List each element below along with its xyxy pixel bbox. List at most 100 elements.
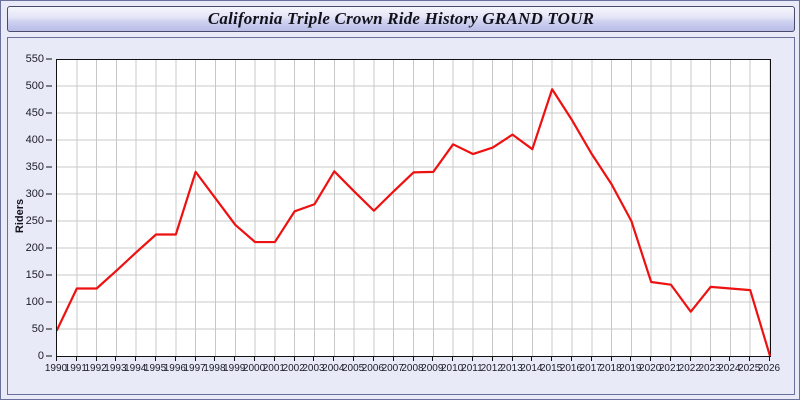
x-tick-mark <box>531 356 533 361</box>
y-tick-label: 550 <box>25 53 44 65</box>
y-tick-label: 0 <box>37 350 44 362</box>
x-tick-label: 2005 <box>341 363 365 374</box>
page-title: California Triple Crown Ride History GRA… <box>207 9 595 28</box>
chart-frame: Riders 0 50 100 150 200 250 300 350 400 450 500 550… <box>7 37 795 395</box>
y-tick-mark <box>46 58 52 60</box>
x-tick-label: 2013 <box>500 363 523 374</box>
x-tick-label: 2010 <box>440 363 464 374</box>
x-tick-label: 2003 <box>302 363 325 374</box>
y-tick-mark <box>46 166 52 168</box>
x-tick-mark <box>570 356 572 361</box>
x-tick-mark <box>491 356 493 361</box>
x-axis: 1990 1991 1992 1993 1994 1995 1996 1997 1998 1999… <box>45 356 780 392</box>
title-bar: California Triple Crown Ride History GRA… <box>7 6 795 32</box>
y-tick-mark <box>46 355 52 357</box>
x-tick-label: 1996 <box>163 363 186 374</box>
y-tick-mark <box>46 247 52 249</box>
y-tick-mark <box>46 139 52 141</box>
x-tick-label: 2022 <box>678 363 701 374</box>
x-tick-label: 1992 <box>84 363 107 374</box>
x-tick-mark <box>412 356 414 361</box>
y-tick-mark <box>46 85 52 87</box>
x-tick-label: 1997 <box>183 363 206 374</box>
x-tick-mark <box>590 356 592 361</box>
x-tick-label: 2024 <box>718 363 741 374</box>
x-tick-mark <box>194 356 196 361</box>
gridlines <box>57 59 771 356</box>
riders-line-series <box>57 88 771 356</box>
x-tick-mark <box>353 356 355 361</box>
x-tick-mark <box>729 356 731 361</box>
x-tick-label: 2008 <box>401 363 424 374</box>
x-tick-mark <box>630 356 632 361</box>
x-tick-label: 1991 <box>64 363 87 374</box>
x-tick-mark <box>254 356 256 361</box>
x-tick-label: 2025 <box>738 363 761 374</box>
y-tick-label: 300 <box>25 188 44 200</box>
x-tick-label: 2015 <box>540 363 563 374</box>
x-tick-mark <box>214 356 216 361</box>
y-axis: 0 50 100 150 200 250 300 350 400 450 500 550 <box>8 53 52 362</box>
x-tick-mark <box>313 356 315 361</box>
x-tick-mark <box>452 356 454 361</box>
x-tick-mark <box>769 356 770 361</box>
x-tick-mark <box>293 356 295 361</box>
x-tick-label: 2014 <box>520 363 543 374</box>
x-tick-mark <box>392 356 394 361</box>
x-tick-label: 1995 <box>143 363 167 374</box>
x-tick-label: 2011 <box>461 363 483 374</box>
y-tick-label: 50 <box>31 323 44 335</box>
x-tick-mark <box>155 356 157 361</box>
x-tick-mark <box>95 356 97 361</box>
x-tick-mark <box>115 356 117 361</box>
x-tick-label: 2016 <box>559 363 583 374</box>
x-tick-label: 1994 <box>124 363 147 374</box>
x-tick-mark <box>234 356 236 361</box>
x-tick-mark <box>610 356 612 361</box>
x-tick-label: 2017 <box>579 363 602 374</box>
x-tick-label: 2004 <box>322 363 345 374</box>
x-tick-label: 1990 <box>44 363 68 374</box>
x-tick-mark <box>135 356 137 361</box>
x-tick-mark <box>75 356 77 361</box>
x-tick-mark <box>273 356 275 361</box>
x-tick-mark <box>689 356 691 361</box>
x-tick-label: 2002 <box>282 363 305 374</box>
y-tick-mark <box>46 193 52 195</box>
x-tick-label: 2006 <box>361 363 384 374</box>
y-tick-label: 250 <box>25 215 44 227</box>
x-tick-label: 2000 <box>242 363 266 374</box>
x-tick-label: 1998 <box>203 363 226 374</box>
x-tick-label: 2007 <box>381 363 404 374</box>
x-tick-mark <box>551 356 553 361</box>
y-tick-label: 450 <box>25 107 44 119</box>
x-tick-mark <box>709 356 711 361</box>
y-tick-label: 150 <box>25 269 44 281</box>
x-tick-label: 2012 <box>480 363 503 374</box>
y-tick-label: 200 <box>25 242 44 254</box>
x-tick-label: 2021 <box>658 363 682 374</box>
y-tick-label: 350 <box>25 161 44 173</box>
y-tick-mark <box>46 301 52 303</box>
x-tick-mark <box>333 356 335 361</box>
y-tick-mark <box>46 328 52 330</box>
y-tick-mark <box>46 112 52 114</box>
x-tick-label: 2009 <box>421 363 444 374</box>
x-tick-mark <box>174 356 176 361</box>
x-tick-mark <box>432 356 434 361</box>
x-tick-mark <box>471 356 473 361</box>
y-tick-mark <box>46 274 52 276</box>
x-tick-mark <box>650 356 652 361</box>
x-tick-mark <box>669 356 671 361</box>
x-tick-label: 2020 <box>639 363 662 374</box>
x-tick-label: 2019 <box>619 363 642 374</box>
y-tick-label: 400 <box>25 134 44 146</box>
y-tick-label: 100 <box>25 296 44 308</box>
x-tick-label: 2023 <box>698 363 721 374</box>
x-tick-mark <box>749 356 751 361</box>
x-tick-label: 2001 <box>262 363 285 374</box>
y-tick-mark <box>46 220 52 222</box>
plot-area <box>56 59 771 357</box>
x-tick-label: 2026 <box>757 363 781 374</box>
